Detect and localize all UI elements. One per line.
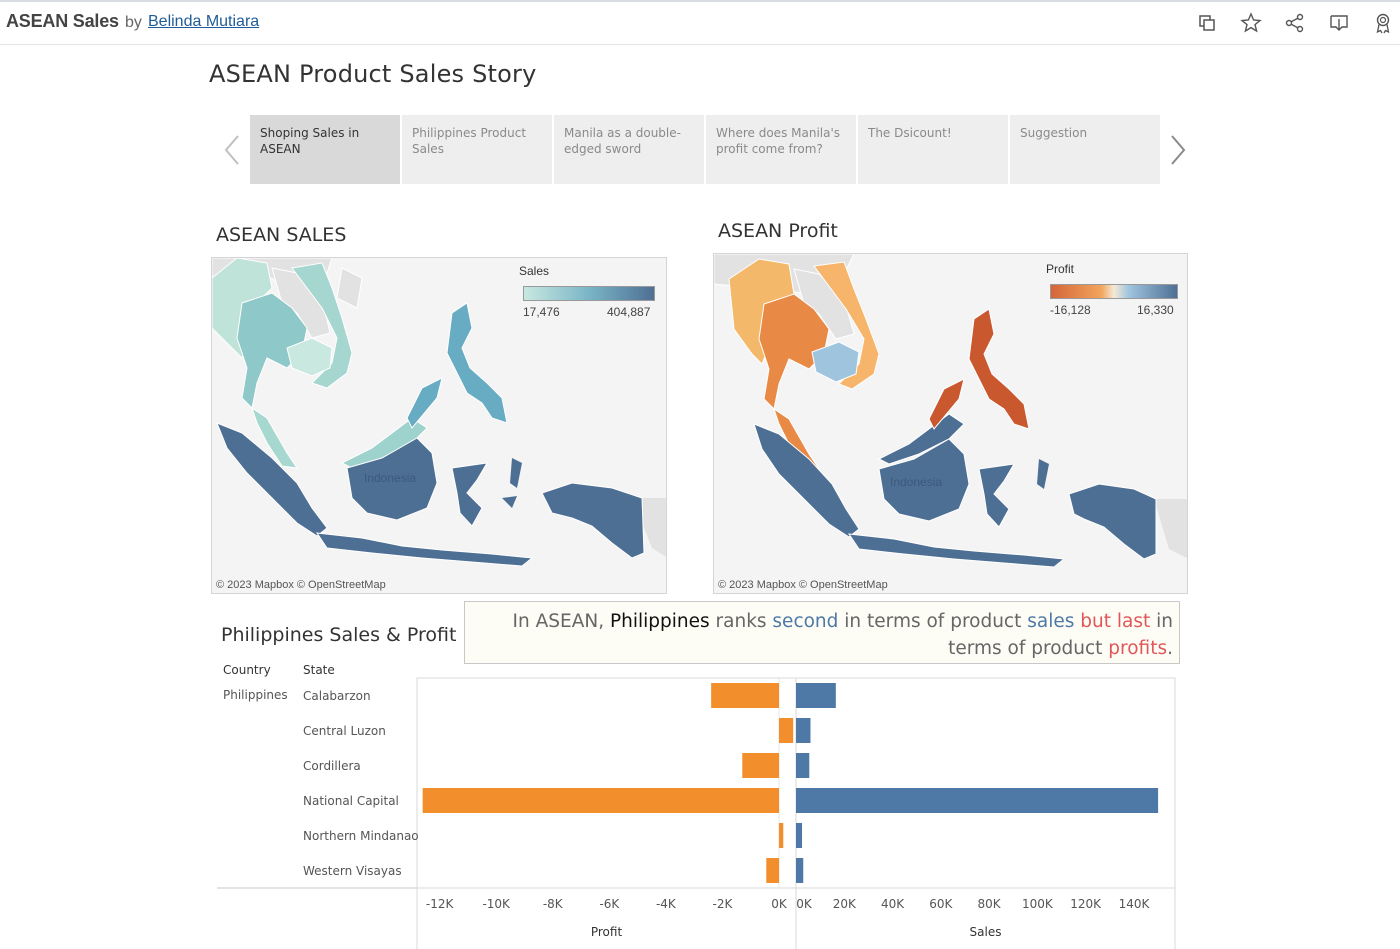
award-icon[interactable] [1372,12,1394,34]
story-point-4[interactable]: Where does Manila's profit come from? [706,115,856,184]
callout-second: second [772,611,839,632]
profit-map[interactable]: Indonesia Profit -16,128 16,330 © 2023 M… [713,253,1188,594]
sales-bar-5[interactable] [796,858,804,883]
toolbar: ASEAN Sales by Belinda Mutiara [0,0,1400,45]
callout-text: in terms of product [838,611,1028,632]
sales-axis-tick-2: 40K [880,897,905,911]
state-label-1: Central Luzon [303,724,386,738]
callout-text: . [1167,638,1173,659]
story-point-1[interactable]: Shoping Sales in ASEAN [250,115,400,184]
callout-profits: profits [1108,638,1168,659]
callout-sales: sales [1027,611,1075,632]
sales-axis-tick-6: 120K [1070,897,1102,911]
state-label-3: National Capital [303,794,399,808]
copy-icon[interactable] [1196,12,1218,34]
sales-pane-border [795,677,1176,889]
sales-axis-tick-7: 140K [1118,897,1150,911]
profit-bar-5[interactable] [766,858,780,883]
sales-legend-max: 404,887 [607,305,651,319]
sales-map-title: ASEAN SALES [216,224,347,246]
sales-axis-tick-3: 60K [929,897,953,911]
state-label-2: Cordillera [303,759,361,773]
sales-legend-gradient [523,286,655,301]
sales-map-country-label: Indonesia [364,471,417,485]
country-label: Philippines [223,688,288,702]
callout-philippines: Philippines [609,611,710,632]
profit-axis-title: Profit [590,925,623,939]
callout-text: In ASEAN, [512,611,610,632]
profit-axis-tick-1: -10K [482,897,510,911]
profit-bar-0[interactable] [711,683,780,708]
country-column-header[interactable]: Country [223,663,271,677]
sales-bar-3[interactable] [796,788,1159,813]
callout-text: in terms of product [948,611,1173,659]
profit-map-credit[interactable]: © 2023 Mapbox © OpenStreetMap [718,579,888,591]
download-icon[interactable] [1328,12,1350,34]
author-link[interactable]: Belinda Mutiara [148,13,260,30]
sales-legend-title: Sales [519,264,550,278]
sales-bar-1[interactable] [796,718,811,743]
viz-title: ASEAN Sales [6,11,119,31]
profit-bar-3[interactable] [422,788,780,813]
profit-legend-min: -16,128 [1050,303,1091,317]
profit-axis-tick-6: 0K [771,897,787,911]
sales-axis-tick-0: 0K [796,897,812,911]
profit-axis-tick-4: -4K [655,897,676,911]
profit-legend-gradient [1050,284,1178,299]
sales-legend-min: 17,476 [523,305,560,319]
profit-axis-tick-2: -8K [542,897,563,911]
profit-map-title: ASEAN Profit [718,220,838,242]
profit-bar-4[interactable] [779,823,784,848]
state-column-header[interactable]: State [303,663,335,677]
sales-bar-4[interactable] [796,823,803,848]
sales-bar-2[interactable] [796,753,810,778]
state-label-5: Western Visayas [303,864,402,878]
profit-legend-title: Profit [1046,262,1075,276]
sales-axis-title: Sales [969,925,1002,939]
sales-axis-tick-4: 80K [977,897,1001,911]
profit-axis-tick-3: -6K [599,897,620,911]
profit-axis-tick-5: -2K [712,897,733,911]
story-point-2[interactable]: Philippines Product Sales [402,115,552,184]
sales-map[interactable]: Indonesia Sales 17,476 404,887 © 2023 Ma… [211,257,667,594]
profit-bar-1[interactable] [779,718,794,743]
next-story-point-button[interactable] [1166,130,1190,170]
callout-but-last: but last [1074,611,1151,632]
state-label-4: Northern Mindanao [303,829,419,843]
state-label-0: Calabarzon [303,689,371,703]
sales-bar-0[interactable] [796,683,836,708]
story-point-6[interactable]: Suggestion [1010,115,1160,184]
profit-pane-border [416,677,797,889]
prev-story-point-button[interactable] [220,130,244,170]
profit-legend-max: 16,330 [1137,303,1174,317]
story-point-3[interactable]: Manila as a double-edged sword [554,115,704,184]
star-icon[interactable] [1240,12,1262,34]
story-title: ASEAN Product Sales Story [209,60,537,88]
story-point-5[interactable]: The Dsicount! [858,115,1008,184]
sales-map-credit[interactable]: © 2023 Mapbox © OpenStreetMap [216,579,386,591]
profit-map-country-label: Indonesia [890,475,943,489]
profit-bar-2[interactable] [742,753,780,778]
bar-chart-title: Philippines Sales & Profit [221,624,457,646]
callout-text: ranks [709,611,773,632]
insight-callout: In ASEAN, Philippines ranks second in te… [464,601,1180,664]
by-label: by [125,14,142,31]
sales-axis-tick-1: 20K [832,897,856,911]
profit-axis-tick-0: -12K [425,897,454,911]
sales-axis-tick-5: 100K [1022,897,1053,911]
share-icon[interactable] [1284,12,1306,34]
